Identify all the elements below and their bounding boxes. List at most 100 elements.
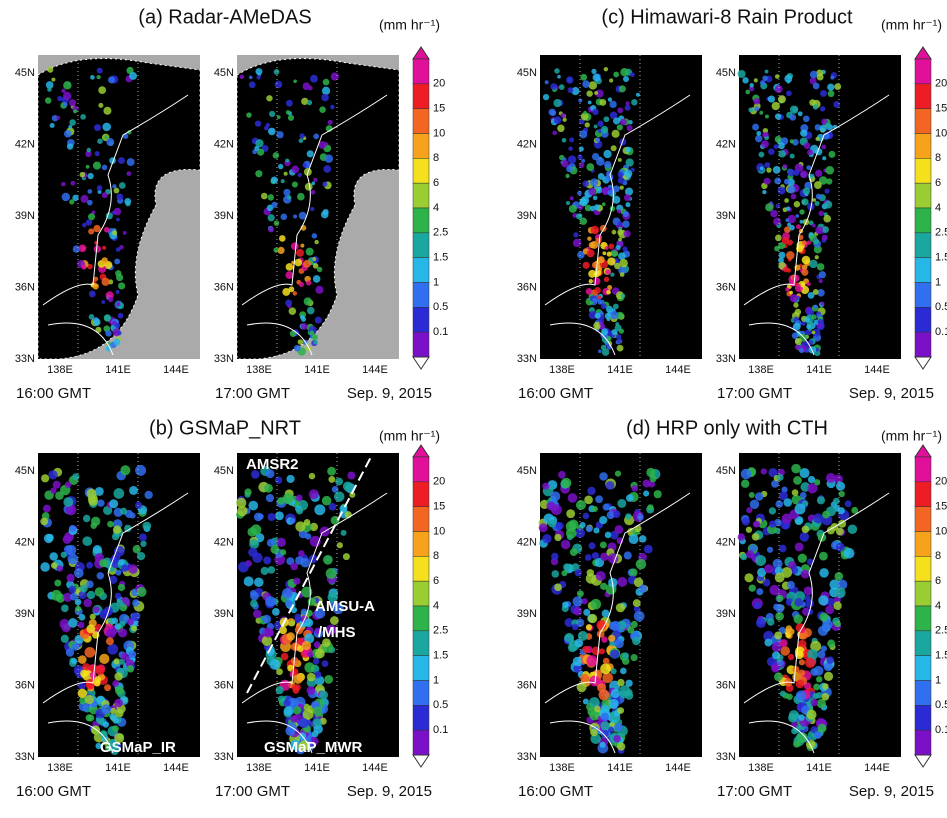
rain-pixel [791, 463, 801, 474]
rain-pixel [136, 551, 146, 561]
rain-pixel [289, 517, 296, 524]
rain-pixel [78, 244, 87, 253]
rain-pixel [778, 150, 786, 158]
colorbar-label: 0.1 [935, 326, 947, 338]
rain-pixel [607, 553, 619, 564]
rain-pixel [814, 200, 820, 207]
rain-pixel [297, 192, 305, 201]
rain-pixel [106, 138, 115, 146]
panel: (c) Himawari-8 Rain Product (mm hr⁻¹) 45N 4… [517, 6, 947, 402]
rain-pixel [314, 504, 326, 516]
rain-pixel [778, 142, 785, 150]
colorbar-segment [914, 282, 932, 308]
rain-pixel [279, 235, 286, 242]
rain-pixel [248, 547, 258, 558]
rain-pixel [824, 188, 830, 194]
rain-pixel [806, 558, 814, 566]
rain-pixel [603, 149, 612, 159]
rain-pixel [606, 289, 611, 295]
rain-pixel [759, 166, 764, 171]
lon-tick-label: 138E [748, 762, 774, 774]
rain-pixel [250, 470, 260, 479]
rain-pixel [327, 119, 333, 125]
rain-pixel [573, 232, 579, 238]
rain-pixel [786, 251, 795, 260]
rain-pixel [601, 348, 610, 356]
rain-pixel [114, 733, 125, 744]
rain-pixel [798, 659, 805, 666]
rain-pixel [798, 669, 806, 677]
rain-pixel [624, 146, 631, 153]
rain-pixel [314, 627, 322, 635]
rain-pixel [94, 587, 105, 597]
rain-pixel [56, 565, 64, 572]
lon-tick-label: 138E [549, 364, 575, 376]
rain-pixel [782, 164, 788, 169]
rain-pixel [774, 177, 782, 185]
rain-pixel [820, 645, 827, 652]
rain-pixel [255, 170, 263, 178]
rain-pixel [276, 537, 286, 547]
colorbar-label: 20 [433, 78, 445, 90]
rain-pixel [51, 77, 56, 82]
rain-pixel [276, 131, 284, 139]
rain-pixel [577, 190, 582, 196]
rain-pixel [600, 582, 608, 590]
rain-pixel [653, 490, 662, 499]
rain-pixel [84, 646, 96, 658]
rain-pixel [599, 516, 608, 525]
rain-pixel [101, 164, 108, 171]
rain-pixel [114, 592, 122, 600]
rain-pixel [99, 653, 110, 665]
rain-pixel [580, 112, 589, 121]
rain-pixel [784, 178, 790, 185]
lat-tick-label: 36N [15, 281, 35, 293]
rain-pixel [611, 329, 618, 335]
rain-pixel [613, 71, 620, 78]
lon-tick-label: 144E [665, 364, 691, 376]
rain-pixel [328, 475, 336, 483]
lat-tick-label: 42N [15, 536, 35, 548]
rain-pixel [300, 322, 308, 330]
rain-pixel [753, 520, 761, 528]
lat-tick-label: 36N [15, 679, 35, 691]
rain-pixel [78, 655, 87, 664]
rain-pixel [787, 168, 795, 177]
rain-pixel [314, 607, 326, 619]
rain-pixel [319, 106, 326, 113]
colorbar-label: 15 [935, 103, 947, 115]
rain-pixel [70, 180, 76, 186]
rain-pixel [115, 289, 120, 294]
rain-pixel [116, 599, 124, 607]
rain-pixel [70, 592, 78, 601]
rain-pixel [301, 97, 309, 106]
rain-pixel [313, 340, 318, 345]
rain-pixel [822, 619, 833, 630]
rain-pixel [98, 86, 107, 95]
rain-pixel [789, 290, 793, 295]
colorbar-segment [914, 331, 932, 358]
rain-pixel [786, 90, 792, 97]
rain-pixel [276, 115, 281, 119]
rain-pixel [569, 548, 578, 557]
rain-pixel [806, 324, 812, 330]
colorbar-segment [914, 108, 932, 134]
rain-pixel [120, 507, 128, 515]
rain-pixel [753, 78, 758, 83]
rain-pixel [280, 549, 287, 556]
rain-pixel [603, 276, 610, 282]
colorbar-label: 0.5 [935, 301, 947, 313]
rain-pixel [623, 194, 631, 202]
rain-pixel [814, 124, 821, 131]
lon-tick-label: 144E [864, 762, 890, 774]
colorbar-label: 4 [935, 202, 941, 214]
rain-pixel [801, 321, 806, 326]
rain-pixel [813, 181, 822, 189]
lon-tick-label: 144E [864, 364, 890, 376]
rain-pixel [553, 116, 562, 124]
rain-pixel [588, 241, 595, 249]
rain-pixel [285, 158, 290, 163]
rain-pixel [285, 110, 291, 115]
rain-pixel [102, 721, 110, 728]
rain-pixel [762, 127, 769, 134]
